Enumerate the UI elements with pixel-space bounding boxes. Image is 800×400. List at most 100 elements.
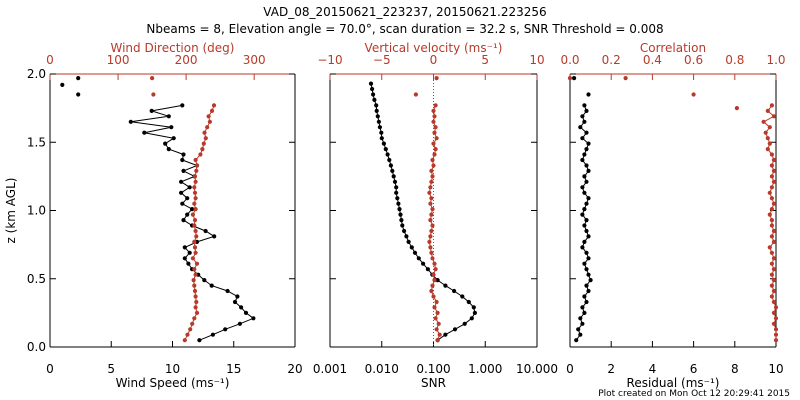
data-point [427,239,432,244]
data-point [580,321,585,326]
data-point [425,267,430,272]
data-point [433,147,438,152]
data-point [163,141,168,146]
data-point [584,130,589,135]
series-wind-3 [150,76,156,97]
top-axis-title: Vertical velocity (ms⁻¹) [365,41,503,55]
data-point [379,130,384,135]
data-point [428,234,433,239]
data-point [181,218,186,223]
data-point [194,299,199,305]
data-point [76,92,81,97]
data-point [193,157,198,163]
data-point [431,141,436,146]
data-point [586,196,591,201]
data-point [582,294,587,299]
data-point [179,190,184,195]
panel-residual: 0 2 4 6 8 10 0.0 0.2 0.4 0.6 0.8 1.0 Residual (ms⁻¹)… [560,41,785,390]
x-tick-label: 6 [690,362,698,376]
data-point [182,256,187,261]
panel-vertical: 0.001 0.010 0.100 1.000 10.000 −10 −5 0 5 10 SNR Ve… [313,41,558,390]
series-vertical-1 [427,103,442,343]
data-point [769,207,775,212]
data-point [391,174,396,179]
data-point [429,250,434,255]
data-point [429,168,434,173]
data-point [460,294,465,299]
data-point [428,218,433,223]
data-point [169,125,174,130]
y-tick-label: 1.5 [27,135,46,149]
data-point [251,316,256,321]
series-line [370,83,476,341]
data-point [206,114,211,119]
data-point [771,256,777,261]
data-point [769,234,775,239]
y-tick-label: 0.5 [27,272,46,286]
data-point [192,218,198,223]
data-point [194,310,200,315]
top-tick-label: 5 [481,53,489,67]
top-axis-title: Correlation [640,41,706,55]
data-point [769,163,775,168]
data-point [765,136,770,141]
data-point [572,76,577,81]
data-point [392,179,398,184]
data-point [431,163,436,168]
data-point [76,76,81,81]
series-wind-0 [128,103,256,343]
data-point [437,332,442,337]
data-point [185,332,190,337]
data-point [580,157,585,163]
data-point [202,130,207,135]
data-point [584,299,589,305]
data-point [584,163,589,168]
series-residual-0 [574,103,593,343]
data-point [434,76,439,81]
data-point [567,76,573,81]
data-point [584,108,589,113]
x-tick-label: 2 [607,362,615,376]
data-point [398,212,403,217]
data-point [390,168,395,173]
data-point [212,234,217,239]
x-tick-label: 8 [731,362,739,376]
data-point [211,103,217,108]
data-point [192,288,198,294]
data-point [582,207,587,212]
data-point [435,310,440,315]
data-point [761,119,766,124]
data-point [193,305,198,310]
data-point [151,92,156,97]
data-point [187,185,192,190]
data-point [427,190,432,195]
data-point [767,245,772,250]
data-point [150,76,155,81]
plot-footer: Plot created on Mon Oct 12 20:29:41 2015 [598,389,790,399]
data-point [691,92,696,97]
data-point [203,228,208,234]
data-point [223,327,228,332]
data-point [395,196,400,201]
figure-title: VAD_08_20150621_223237, 20150621.223256 [263,5,546,19]
data-point [436,321,441,326]
data-point [209,283,214,288]
top-tick-label: 300 [243,53,266,67]
data-point [171,136,176,141]
data-point [578,332,583,337]
data-point [769,261,775,266]
data-point [372,97,377,102]
y-tick-label: 2.0 [27,67,46,81]
data-point [190,321,195,326]
data-point [584,228,589,234]
data-point [769,103,775,108]
x-tick-label: 15 [226,362,241,376]
data-point [179,179,184,184]
data-point [181,152,186,157]
data-point [582,223,587,228]
data-point [192,190,198,195]
data-point [582,174,587,179]
data-point [192,174,198,179]
data-point [198,152,203,157]
